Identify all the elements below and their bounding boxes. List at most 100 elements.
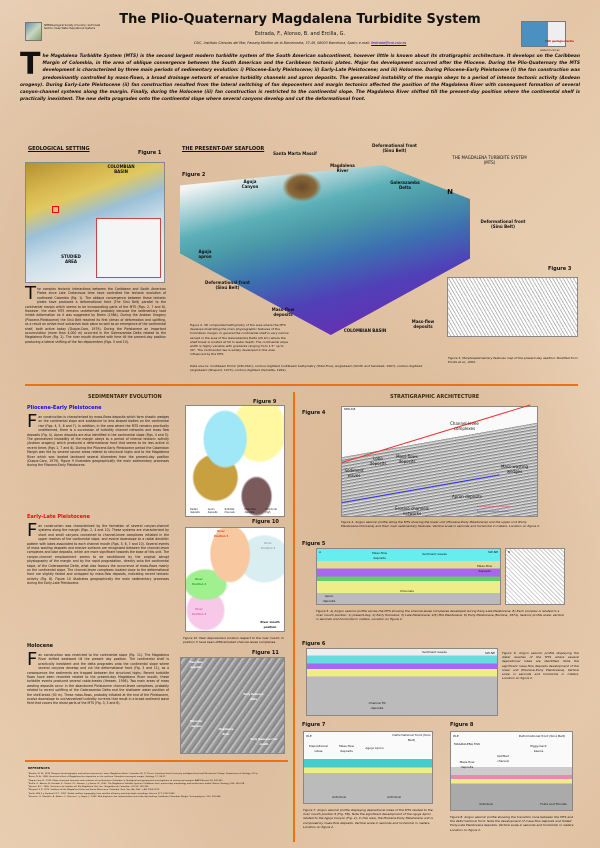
seismic-label: Erosive channels networks <box>395 506 429 516</box>
seismic-label: Depositional lobes <box>309 744 328 753</box>
figure-2-bathymetry <box>180 165 470 335</box>
seismic-label: Mass-flow deposits <box>459 760 475 769</box>
seismic-label: Anticlinal <box>387 795 401 799</box>
figure-3-map <box>447 277 578 337</box>
email-link[interactable]: festrada@icm.csic.es <box>371 41 407 45</box>
profile-label: NNW-SSE <box>344 408 356 411</box>
study-area-box <box>52 206 59 213</box>
label-santa-marta: Santa Marta Massif <box>273 151 317 156</box>
panel-label: A <box>319 550 322 554</box>
map-label: COLOMBIAN BASIN <box>107 164 135 174</box>
seismic-label: Piggy-back basins <box>530 744 547 753</box>
seismic-label: Channel-levee complexes <box>450 421 479 431</box>
seismic-label: Anticlinal <box>479 802 493 806</box>
inset-map <box>96 218 161 278</box>
references-list: ¹Bordine, B. W., 1974. Neogene biostrati… <box>28 773 288 799</box>
seismic-label: Uplifted channel <box>497 754 509 763</box>
poster-title: The Plio-Quaternary Magdalena Turbidite … <box>119 12 481 27</box>
figure-6-seismic: Sediment waves SW-NE Channel fill deposi… <box>306 648 498 716</box>
figure-5b-map: B <box>505 548 565 605</box>
label-aguja-canyon: Aguja Canyon <box>241 179 259 189</box>
legend-item: Turbidite channels <box>224 508 235 514</box>
figure-5-label: Figure 5 <box>302 541 326 547</box>
seismic-label: Mass-flow deposits <box>477 564 492 573</box>
figure-8-caption: Figure 8. Airgun seismic profile showing… <box>450 815 575 832</box>
reference: ³Duque-Caro, H., 1979. Major structural … <box>28 779 224 782</box>
massif-relief <box>282 172 322 202</box>
profile-label: W-E <box>453 734 459 738</box>
seismic-label: Aguja Apron <box>365 746 384 750</box>
figure-10-label: Figure 10 <box>252 519 279 525</box>
figure-7-caption: Figure 7. Airgun seismic profile display… <box>303 808 433 829</box>
map-label: Early Holocene delta <box>243 693 264 701</box>
map-label: River Position 4 <box>191 578 207 586</box>
label-colombian-basin: COLOMBIAN BASIN <box>343 328 387 333</box>
map-label: Magdalena River <box>218 728 234 736</box>
seismic-label: Apron deposits <box>452 494 482 499</box>
map-label: Early Holocene river mouth <box>250 738 278 746</box>
csic-logo <box>521 21 566 47</box>
figure-3-caption: Figure 3. Morphosedimentary features map… <box>448 356 578 365</box>
sedimentary-evolution-heading: SEDIMENTARY EVOLUTION <box>88 394 162 400</box>
figure-11-label: Figure 11 <box>252 650 279 656</box>
seismic-label: Anticlinal <box>332 795 346 799</box>
figure-1-map: COLOMBIAN BASIN STUDIED AREA <box>25 162 165 283</box>
seismic-label: Mass-wasting wedges <box>500 464 529 474</box>
figure-3-label: Figure 3 <box>548 266 572 272</box>
references-heading: REFERENCES <box>28 766 50 770</box>
dropcap: T <box>20 47 41 82</box>
seismic-label: Deformational front (Sinú Belt) <box>392 733 431 742</box>
figure-9-map: Deltaic deposits Apron deposits Turbidite … <box>185 405 285 517</box>
seismic-label: Sediment waves <box>422 552 447 556</box>
red-horizon <box>341 404 531 463</box>
legend-item: Base Pliocene-Early Pleistocene <box>477 511 509 513</box>
label-magdalena: Magdalena River <box>330 163 355 173</box>
figure-9-label: Figure 9 <box>253 399 277 405</box>
figure-10-caption: Figure 10. Main depocenters location res… <box>183 636 285 645</box>
reference: ⁵Heezen, B.C., 1956. Corrientes de turbi… <box>28 786 149 789</box>
seismic-label: Deformational front (Sinú Belt) <box>518 734 566 738</box>
label-def-front: Deformational front (Sinú Belt) <box>205 280 250 290</box>
figure-8-seismic: W-E Deformational front (Sinú Belt) MAGD… <box>450 731 573 811</box>
pliocene-subheading: Pliocene-Early Pleistocene <box>27 405 102 411</box>
map-label: River Position 5 <box>213 530 229 538</box>
reference: ¹Bordine, B. W., 1974. Neogene biostrati… <box>28 773 259 775</box>
abstract-text: he Magdalena Turbidite System (MTS) is t… <box>20 54 580 103</box>
early-late-subheading: Early-Late Pleistocene <box>27 514 90 520</box>
geological-setting-heading: GEOLOGICAL SETTING <box>28 146 90 152</box>
seismic-label: Apron deposits <box>322 594 336 603</box>
map-label: River mouth position <box>260 620 280 629</box>
profile-label: SW-NE <box>488 550 498 554</box>
references-divider <box>25 760 288 762</box>
reference: ⁸Vernette, G., Mauffret, A., Bobier, C.,… <box>28 796 222 799</box>
label-def-front: Deformational front (Sinú Belt) <box>372 143 417 153</box>
reference: ⁶Shepard, F. P., 1973. Seafloor off the … <box>28 789 160 792</box>
seismic-label: Folds and Thrusts <box>540 802 567 806</box>
map-label: River Position 6 <box>260 542 276 550</box>
label-galerazamba: Galerazamba Delta <box>390 180 420 190</box>
legend-item: Base Early Pleistocene-Holocene <box>477 506 510 508</box>
section-divider <box>25 384 578 386</box>
seismic-label: Sediment waves <box>344 468 364 478</box>
map-label: Holocene canyons <box>189 720 203 728</box>
figure-4-caption: Figure 4. Airgun seismic profile along t… <box>341 520 541 529</box>
figure-5-caption: Figure 5. A) Airgun seismic profile acro… <box>316 609 564 622</box>
north-arrow-icon: N <box>447 188 453 196</box>
label-mass-flow: Mass-flow deposits <box>411 319 435 329</box>
map-label: River Position 3 <box>191 608 207 616</box>
legend-item: Mass-flow deposits <box>244 508 256 514</box>
figure-5a-seismic: A SW-NE Mass-flow deposits Sediment wave… <box>316 548 501 605</box>
seafloor-heading: THE PRESENT-DAY SEAFLOOR <box>182 146 265 152</box>
seismic-label: MAGDALENA FAN <box>454 742 480 746</box>
reference: ⁷Smith, W.H.F. y Sandwell, D.T., 1997. G… <box>28 792 176 795</box>
figure-10-map: River Position 5 River Position 6 River … <box>185 527 285 632</box>
legend-item: Apron deposits <box>207 508 218 514</box>
profile-label: W-E <box>306 734 312 738</box>
figure-4-label: Figure 4 <box>302 410 326 416</box>
conference-logo <box>25 22 42 41</box>
csic-logo-text: CSIC geología marina <box>545 40 574 43</box>
